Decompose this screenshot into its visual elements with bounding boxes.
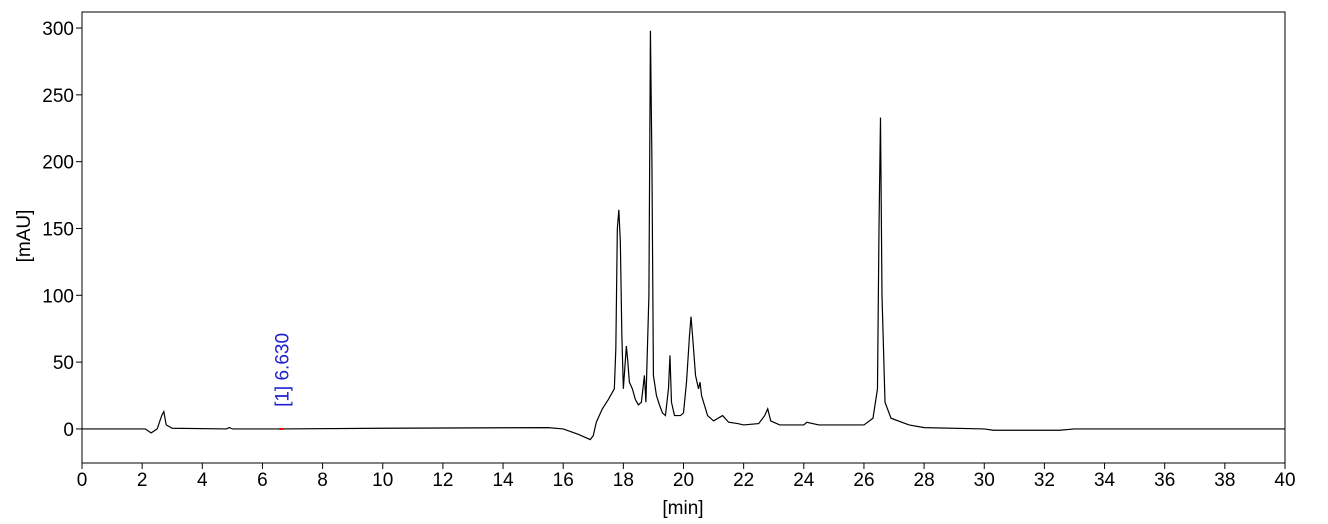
y-tick-label: 250: [42, 86, 74, 107]
x-tick-label: 36: [1154, 470, 1175, 491]
x-tick-label: 18: [613, 470, 634, 491]
x-tick-label: 8: [317, 470, 328, 491]
x-tick-label: 30: [974, 470, 995, 491]
x-tick-label: 16: [553, 470, 574, 491]
y-axis-label: [mAU]: [14, 210, 35, 263]
x-tick-label: 12: [432, 470, 453, 491]
x-tick-label: 28: [914, 470, 935, 491]
x-tick-label: 2: [137, 470, 148, 491]
x-tick-label: 40: [1274, 470, 1295, 491]
x-tick-label: 26: [853, 470, 874, 491]
y-tick-label: 300: [42, 19, 74, 40]
y-tick-label: 0: [63, 420, 74, 441]
x-tick-label: 24: [793, 470, 815, 491]
x-tick-label: 20: [673, 470, 694, 491]
y-tick-label: 100: [42, 286, 74, 307]
x-tick-label: 0: [77, 470, 88, 491]
y-tick-label: 200: [42, 153, 74, 174]
y-tick-label: 150: [42, 219, 74, 240]
x-tick-label: 32: [1034, 470, 1055, 491]
x-tick-label: 38: [1214, 470, 1235, 491]
x-tick-label: 34: [1094, 470, 1116, 491]
plot-frame: [81, 11, 1286, 464]
trace-line: [82, 30, 1285, 441]
x-tick-label: 14: [492, 470, 514, 491]
x-tick-label: 4: [197, 470, 208, 491]
y-tick-label: 50: [53, 353, 74, 374]
x-tick-label: 22: [733, 470, 754, 491]
peak-annotation: [1] 6.630: [272, 333, 293, 407]
x-axis-label: [min]: [662, 498, 703, 519]
x-tick-label: 6: [257, 470, 268, 491]
x-tick-label: 10: [372, 470, 393, 491]
